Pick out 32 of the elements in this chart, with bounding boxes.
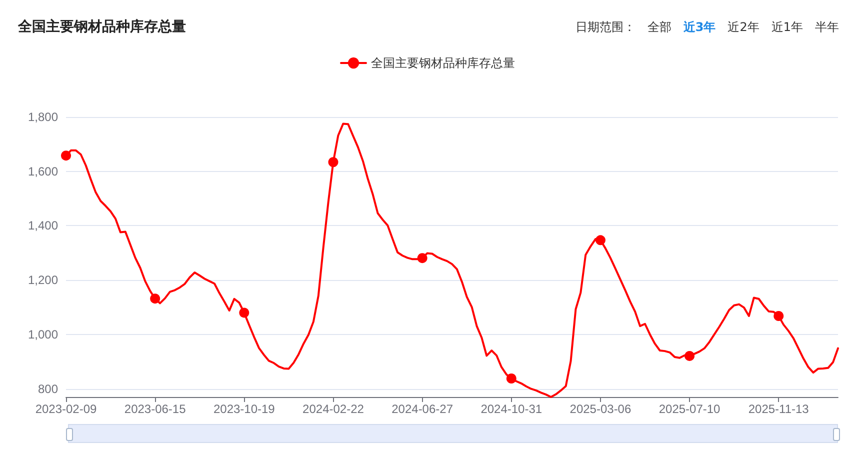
y-tick-label: 1,200 (28, 273, 58, 288)
x-tick-label: 2025-07-10 (658, 402, 721, 416)
y-tick-label: 1,600 (28, 164, 58, 178)
y-tick-label: 800 (38, 382, 58, 396)
text: 全部 (647, 20, 672, 34)
point (506, 374, 516, 384)
x-tick-label: 2024-10-31 (480, 402, 542, 416)
chart-title: 全国主要钢材品种库存总量 (18, 18, 186, 36)
point (595, 235, 606, 246)
x-tick-label: 2023-06-15 (124, 402, 186, 416)
x-tick-label: 2025-03-06 (570, 402, 632, 416)
point (684, 350, 695, 361)
x-tick-label: 2023-02-09 (35, 402, 98, 416)
text: 半年 (815, 20, 839, 34)
point (61, 150, 71, 161)
text: 日期范围： (575, 20, 636, 34)
x-tick-label: 2025-11-13 (748, 402, 810, 416)
point (328, 157, 338, 168)
y-tick-label: 1,000 (28, 327, 58, 342)
y-tick-label: 1,400 (28, 218, 58, 233)
x-tick-label: 2024-06-27 (392, 402, 454, 416)
x-tick-label: 2024-02-22 (302, 402, 364, 416)
x-tick-label: 2023-10-19 (213, 402, 276, 416)
point (774, 310, 784, 321)
point (150, 294, 160, 304)
y-tick-label: 1,800 (28, 110, 58, 124)
text: 近3年 (683, 20, 716, 34)
text: 近2年 (728, 20, 760, 34)
legend-label: 全国主要钢材品种库存总量 (371, 56, 515, 70)
point (417, 253, 428, 264)
text: 近1年 (771, 20, 803, 34)
point (239, 308, 250, 318)
